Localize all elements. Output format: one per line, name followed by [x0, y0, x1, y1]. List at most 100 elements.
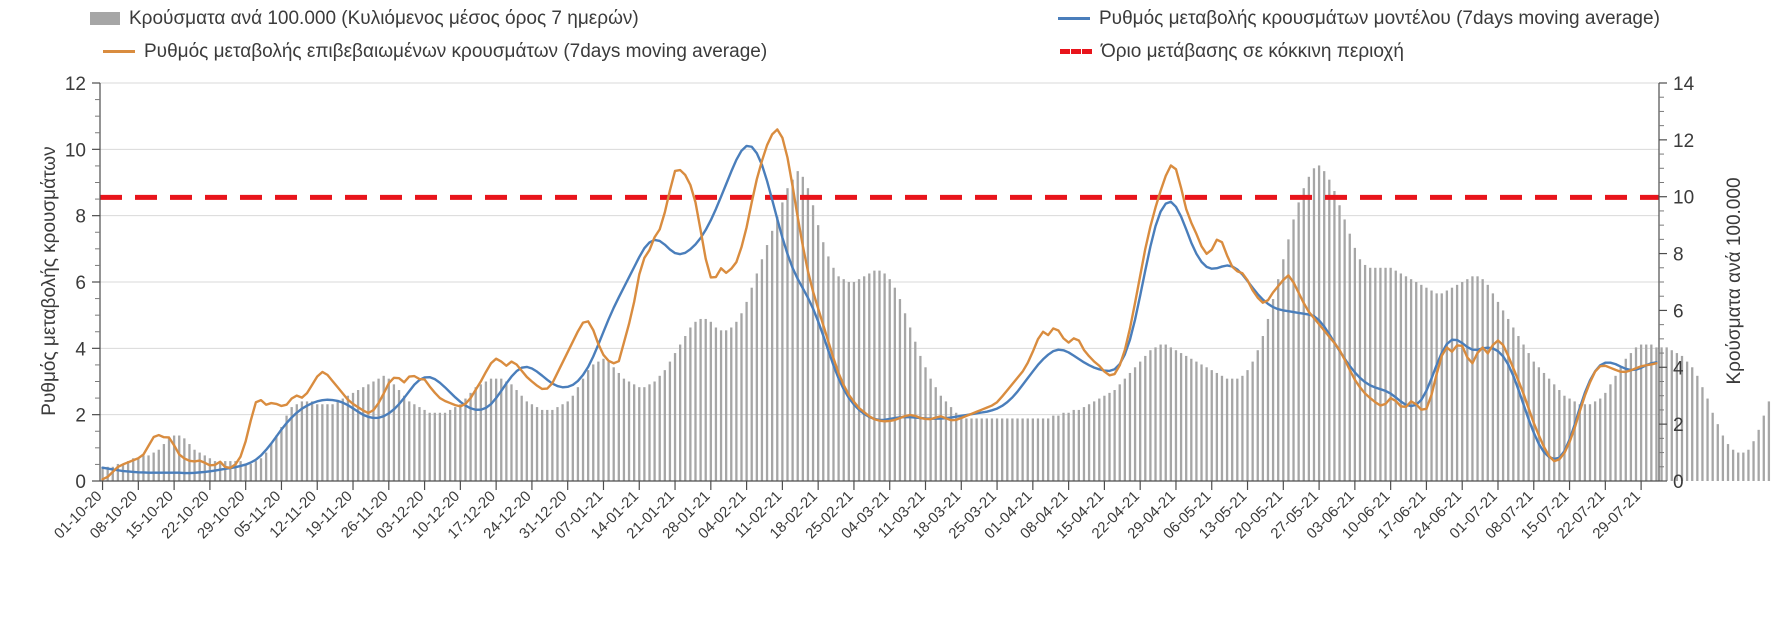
bar — [310, 401, 314, 481]
bar — [607, 361, 610, 481]
bar — [781, 202, 784, 481]
bar — [377, 378, 380, 481]
bar — [1394, 270, 1397, 481]
bar — [290, 407, 293, 481]
bar — [101, 466, 104, 481]
bar — [949, 407, 953, 481]
bar — [382, 375, 385, 481]
legend-item-model-change-rate[interactable]: Ρυθμός μεταβολής κρουσμάτων μοντέλου (7d… — [1058, 9, 1660, 28]
bar — [714, 327, 718, 481]
bar — [760, 259, 764, 481]
bar — [796, 171, 799, 481]
bar — [387, 378, 390, 481]
bar — [1440, 293, 1443, 481]
bar — [106, 466, 109, 481]
bar — [709, 321, 712, 481]
bar — [1287, 239, 1290, 481]
bar — [1481, 279, 1484, 481]
bar — [1455, 284, 1459, 481]
legend-label-model-change-rate: Ρυθμός μεταβολής κρουσμάτων μοντέλου (7d… — [1099, 8, 1660, 29]
bar — [418, 407, 421, 481]
bar — [842, 279, 845, 481]
bar — [193, 449, 196, 481]
bar — [1507, 318, 1510, 481]
bar — [443, 412, 447, 481]
bar — [852, 282, 856, 481]
bar — [653, 381, 656, 481]
bar — [632, 384, 636, 481]
bar — [1752, 441, 1755, 481]
bar — [730, 327, 733, 481]
bar — [510, 384, 513, 481]
bar — [1634, 347, 1638, 481]
bar — [438, 412, 442, 481]
bar — [1742, 452, 1745, 481]
legend-item-confirmed-change-rate[interactable]: Ρυθμός μεταβολής επιβεβαιωμένων κρουσμάτ… — [103, 42, 767, 61]
bar — [208, 458, 212, 481]
bar — [617, 372, 620, 481]
bar — [1041, 418, 1045, 481]
bar — [1154, 347, 1157, 481]
bar — [326, 404, 329, 481]
bar — [1399, 273, 1403, 481]
bar — [873, 270, 876, 481]
bar — [402, 395, 406, 481]
bar — [1144, 355, 1147, 481]
bar — [1645, 344, 1648, 481]
bar — [1491, 293, 1495, 481]
bar — [1578, 404, 1581, 481]
bar — [909, 327, 912, 481]
legend-label-cases-per-100k: Κρούσματα ανά 100.000 (Κυλιόμενος μέσος … — [129, 8, 639, 29]
bar — [494, 378, 498, 481]
bar — [540, 409, 544, 481]
bar — [1098, 398, 1101, 481]
legend-label-red-zone-threshold: Όριο μετάβασης σε κόκκινη περιοχή — [1101, 41, 1404, 62]
bar — [1133, 367, 1137, 481]
bar — [239, 461, 242, 481]
bar — [459, 404, 462, 481]
bar — [1251, 361, 1254, 481]
bar — [622, 378, 626, 481]
bar — [362, 387, 365, 481]
bar — [1747, 449, 1750, 481]
bar — [203, 455, 206, 481]
bar — [1563, 395, 1566, 481]
bar — [576, 387, 580, 481]
bar — [249, 463, 252, 481]
bar — [454, 407, 457, 481]
bar — [1655, 347, 1658, 481]
bar — [1450, 287, 1454, 481]
bar — [1639, 344, 1643, 481]
dashed-line-swatch-icon — [1060, 49, 1092, 54]
bar — [658, 375, 661, 481]
bar — [162, 444, 166, 481]
legend-item-cases-per-100k[interactable]: Κρούσματα ανά 100.000 (Κυλιόμενος μέσος … — [90, 9, 639, 28]
bar — [1604, 392, 1607, 481]
legend-item-red-zone-threshold[interactable]: Όριο μετάβασης σε κόκκινη περιοχή — [1060, 42, 1404, 61]
bar — [1624, 358, 1627, 481]
y-tick-label: 2 — [75, 406, 86, 427]
bar — [990, 418, 994, 481]
bar — [694, 321, 697, 481]
bar — [116, 463, 120, 481]
bar — [1599, 398, 1602, 481]
bar — [571, 395, 574, 481]
bar — [1461, 282, 1464, 481]
bar — [479, 384, 482, 481]
bar — [1517, 336, 1520, 481]
bar — [1726, 444, 1730, 481]
bar — [1062, 412, 1065, 481]
bar — [914, 341, 917, 481]
bar — [817, 225, 820, 481]
bar — [1205, 367, 1208, 481]
y2-tick-label: 4 — [1673, 358, 1684, 379]
bar — [423, 409, 426, 481]
bar — [883, 273, 886, 481]
bar — [321, 404, 324, 481]
bar — [1706, 398, 1709, 481]
bar — [663, 370, 666, 481]
bar — [1389, 267, 1392, 481]
bar — [566, 401, 569, 481]
bar — [1215, 372, 1219, 481]
